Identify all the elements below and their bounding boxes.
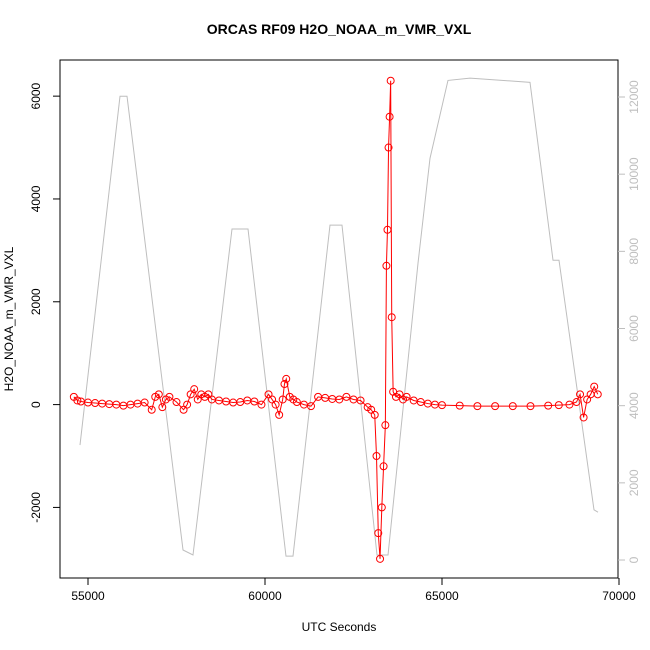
data-point	[275, 410, 284, 419]
y-tick-label: 0	[29, 401, 43, 408]
x-axis-label: UTC Seconds	[302, 620, 377, 634]
series-line	[79, 77, 599, 557]
data-point	[377, 503, 386, 512]
x-tick-label: 65000	[425, 589, 459, 603]
x-tick-label: 55000	[71, 589, 105, 603]
data-point	[158, 403, 167, 412]
data-point	[356, 396, 365, 405]
data-point	[565, 400, 574, 409]
data-point	[593, 390, 602, 399]
y-tick-label: 6000	[29, 82, 43, 109]
data-point	[154, 390, 163, 399]
data-point	[473, 402, 482, 411]
data-point	[382, 261, 391, 270]
y-tick-label: -2000	[29, 492, 43, 523]
data-point	[282, 374, 291, 383]
data-point	[379, 462, 388, 471]
x-tick-label: 60000	[248, 589, 282, 603]
data-point	[183, 400, 192, 409]
data-point	[544, 401, 553, 410]
data-point	[172, 398, 181, 407]
chart-title: ORCAS RF09 H2O_NOAA_m_VMR_VXL	[207, 21, 472, 37]
y2-tick-label: 4000	[627, 392, 641, 419]
data-point	[372, 452, 381, 461]
y2-tick-label: 8000	[627, 238, 641, 265]
data-point	[579, 413, 588, 422]
data-point	[140, 398, 149, 407]
data-point	[147, 405, 156, 414]
data-point	[376, 554, 385, 563]
data-point	[374, 529, 383, 538]
data-point	[402, 392, 411, 401]
data-point	[387, 313, 396, 322]
data-point	[381, 421, 390, 430]
data-point	[280, 380, 289, 389]
y-tick-label: 2000	[29, 288, 43, 315]
data-point	[491, 402, 500, 411]
y2-tick-label: 0	[627, 556, 641, 563]
data-point	[576, 390, 585, 399]
data-point	[271, 400, 280, 409]
x-tick-label: 70000	[602, 589, 636, 603]
data-point	[165, 392, 174, 401]
data-point	[526, 402, 535, 411]
y2-tick-label: 2000	[627, 469, 641, 496]
data-point	[250, 397, 259, 406]
data-point	[292, 398, 301, 407]
y2-tick-label: 10000	[627, 157, 641, 191]
data-point	[508, 402, 517, 411]
data-point	[190, 385, 199, 394]
data-point	[386, 76, 395, 85]
data-point	[554, 401, 563, 410]
data-point	[572, 398, 581, 407]
plot-frame	[59, 59, 619, 579]
data-point	[437, 401, 446, 410]
y2-tick-label: 12000	[627, 80, 641, 114]
data-point	[455, 401, 464, 410]
data-point	[590, 382, 599, 391]
data-point	[307, 402, 316, 411]
data-point	[385, 112, 394, 121]
data-point	[257, 400, 266, 409]
data-point	[73, 396, 82, 405]
y2-tick-label: 6000	[627, 315, 641, 342]
data-point	[383, 225, 392, 234]
data-point	[342, 392, 351, 401]
y-tick-label: 4000	[29, 185, 43, 212]
data-point	[384, 143, 393, 152]
y-axis-label: H2O_NOAA_m_VMR_VXL	[2, 246, 16, 391]
data-point	[335, 395, 344, 404]
data-point	[278, 395, 287, 404]
data-point	[370, 410, 379, 419]
